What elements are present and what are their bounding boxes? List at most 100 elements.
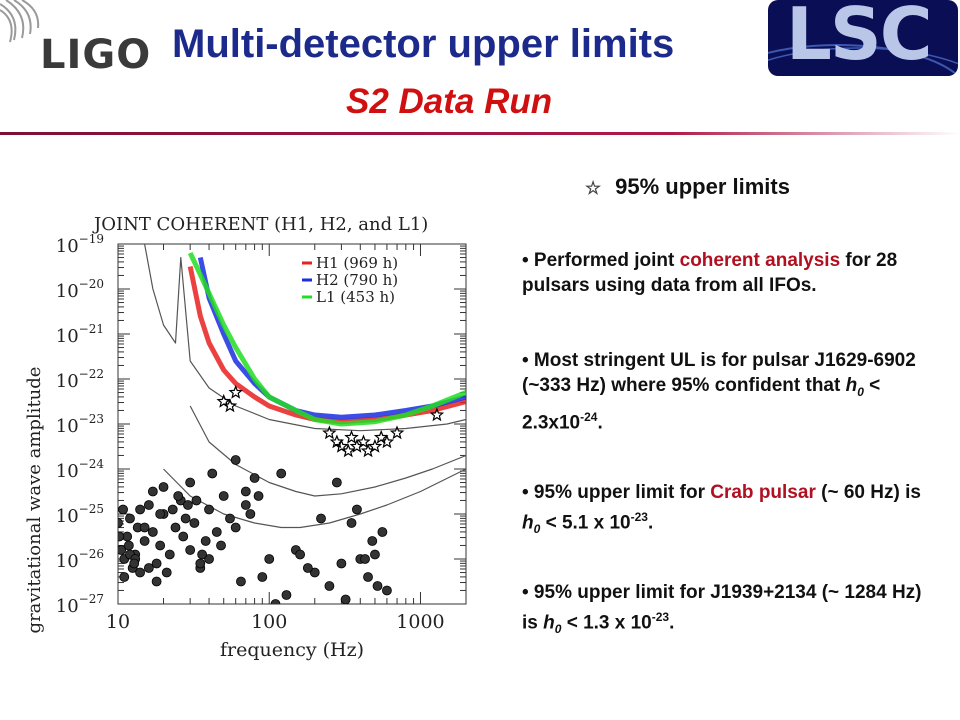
pulsar-dot [139, 536, 150, 546]
pulsar-dot [147, 486, 158, 497]
pulsar-star [349, 438, 365, 453]
pulsar-dot [164, 549, 175, 560]
pulsar-dot [207, 468, 218, 479]
pulsar-star [228, 384, 243, 399]
bullet-text-part: 0 [533, 522, 541, 537]
bullet-1: • Performed joint coherent analysis for … [522, 248, 922, 298]
pulsar-star [322, 425, 337, 440]
bullet-2: • Most stringent UL is for pulsar J1629-… [522, 348, 922, 435]
legend-label: L1 (453 h) [316, 288, 395, 306]
pulsar-dot [225, 513, 235, 524]
upper-limits-heading: ☆ 95% upper limits [585, 174, 790, 200]
bullet-text-part: h [522, 512, 534, 534]
pulsar-dot [372, 581, 383, 591]
pulsar-dot [211, 527, 222, 537]
pulsar-dot [118, 504, 128, 515]
pulsar-star [379, 434, 395, 449]
y-tick-label: 10−27 [56, 592, 104, 617]
x-axis-label: frequency (Hz) [220, 639, 364, 661]
pulsar-dot [253, 491, 264, 501]
pulsar-dot [382, 585, 392, 596]
pulsar-dot [129, 558, 140, 569]
bullet-text-part: . [647, 512, 654, 534]
y-tick-label: 10−26 [56, 547, 104, 572]
bullet-text-part: < 1.3 x 10 [561, 612, 652, 634]
bullet-text-part: coherent analysis [679, 250, 841, 271]
legend-label: H2 (790 h) [316, 271, 398, 289]
pulsar-dot [151, 558, 162, 569]
pulsar-dot [195, 558, 206, 569]
bullet-text-part: • Performed joint [522, 250, 680, 271]
pulsar-star [356, 434, 371, 449]
bullet-text-part: h [543, 612, 555, 634]
pulsar-dot [185, 477, 196, 488]
pulsar-star [367, 438, 383, 453]
pulsar-dot [185, 545, 196, 555]
pulsar-dot [167, 504, 178, 515]
y-tick-label: 10−19 [56, 232, 104, 257]
bullet-3: • 95% upper limit for Crab pulsar (~ 60 … [522, 480, 922, 542]
x-tick-label: 100 [251, 611, 287, 633]
x-tick-label: 10 [106, 611, 130, 633]
pulsar-dot [346, 518, 357, 528]
y-tick-label: 10−23 [56, 412, 104, 437]
lsc-swirl-icon [768, 44, 958, 76]
pulsar-star [389, 425, 405, 440]
y-tick-label: 10−21 [56, 322, 104, 347]
bullet-text-part: • 95% upper limit for J1939+2134 (~ 1284… [522, 582, 922, 634]
ligo-logo: LIGO [40, 32, 152, 78]
bullet-text-part: (~ 60 Hz) is [815, 482, 921, 503]
sensitivity-curve [189, 405, 466, 497]
pulsar-dot [236, 576, 246, 587]
pulsar-dot [173, 491, 184, 501]
pulsar-dot [336, 558, 347, 569]
pulsar-dot [230, 522, 241, 533]
bullet-text-part: • Most stringent UL is for pulsar J1629-… [522, 350, 916, 396]
pulsar-dot [197, 549, 208, 560]
legend-label: H1 (969 h) [316, 254, 398, 272]
pulsar-dot [240, 500, 251, 510]
bullet-text-part: Crab pulsar [710, 482, 816, 503]
pulsar-dot [309, 567, 320, 578]
pulsar-dot [240, 486, 251, 497]
page-title: Multi-detector upper limits [172, 22, 675, 66]
upper-limits-chart: 10−19 10−20 10−21 10−22 10−23 10−24 10−25 10−26… [24, 214, 467, 661]
lsc-logo: LSC [768, 0, 958, 76]
page-subtitle: S2 Data Run [346, 82, 553, 121]
x-tick-label: 1000 [396, 611, 444, 633]
y-tick-label: 10−24 [56, 457, 105, 482]
pulsar-star [222, 398, 238, 413]
bullet-text-part: < 5.1 x 10 [540, 512, 631, 534]
pulsar-dot [151, 576, 162, 587]
pulsar-dot [123, 540, 134, 551]
pulsar-dot [183, 500, 193, 510]
pulsar-dot [155, 509, 166, 519]
ligo-swoosh-icon [0, 0, 40, 43]
bullet-text-part: for 28 pulsars using data from all IFOs. [522, 250, 898, 296]
pulsar-dot [340, 594, 351, 604]
y-tick-label: 10−20 [56, 277, 104, 302]
bullet-text-part: 0 [857, 384, 864, 399]
bullet-text-part: h [845, 375, 858, 396]
bullet-4: • 95% upper limit for J1939+2134 (~ 1284… [522, 580, 922, 642]
pulsar-dot [200, 536, 211, 546]
star-outline-icon: ☆ [585, 178, 602, 198]
pulsar-dot [363, 572, 373, 582]
pulsar-dot [204, 504, 214, 515]
pulsar-dot [118, 518, 123, 528]
pulsar-dot [249, 473, 260, 483]
pulsar-dot [270, 599, 281, 604]
pulsar-dot [352, 504, 362, 515]
heading-text: 95% upper limits [615, 174, 790, 199]
pulsar-dot [143, 500, 154, 510]
pulsar-star [429, 407, 445, 422]
pulsar-dot [135, 567, 145, 578]
pulsar-dot [135, 504, 145, 515]
pulsar-dot [324, 581, 335, 591]
pulsar-dot [276, 468, 287, 479]
pulsar-dot [191, 495, 202, 506]
y-tick-label: 10−22 [56, 367, 104, 392]
pulsar-dot [204, 554, 214, 564]
pulsar-star [344, 429, 359, 444]
pulsar-dot [316, 513, 326, 524]
